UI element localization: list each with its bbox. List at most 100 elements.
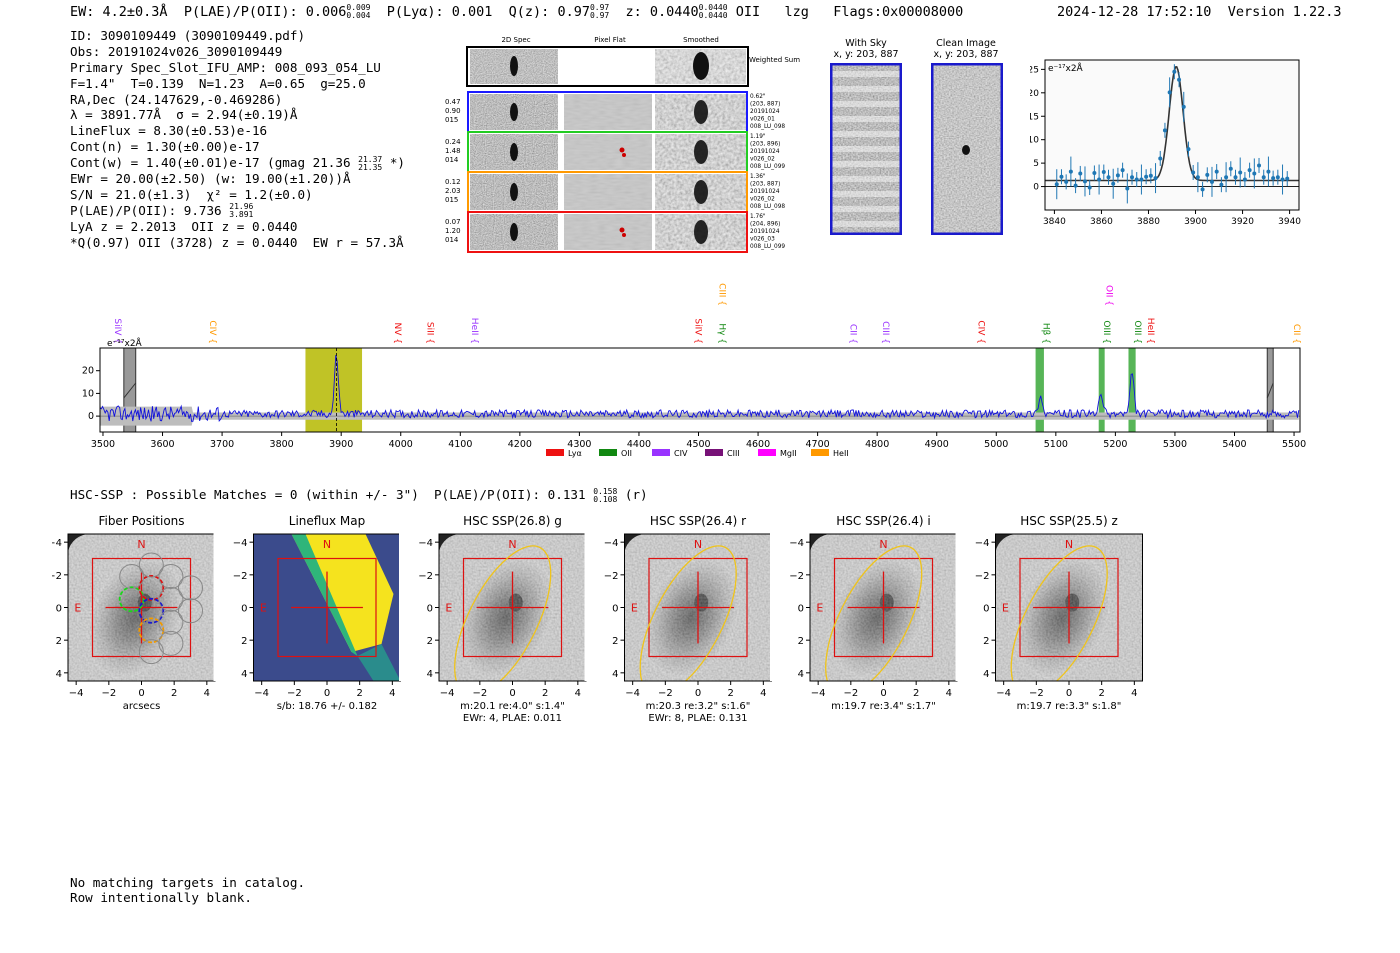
cutout-left-label: 0.12 (445, 178, 461, 186)
fit-data-point (1059, 174, 1064, 179)
fiber-circle (118, 586, 145, 613)
aperture-box (1019, 557, 1119, 658)
spectrum-x-tick: 4500 (686, 439, 710, 450)
hsc-panel-title: HSC SSP(26.4) i (836, 514, 931, 528)
fit-x-tick: 3880 (1137, 217, 1160, 227)
cutout-right-label: (203, 896) (750, 142, 780, 148)
fit-x-tick: 3900 (1184, 217, 1207, 227)
hsc-x-tick: −4 (625, 688, 640, 699)
cutout-source-spot (510, 223, 518, 241)
info-id: ID: 3090109449 (3090109449.pdf) (70, 28, 306, 43)
hsc-y-tick: 0 (241, 604, 247, 615)
hsc-header: HSC-SSP : Possible Matches = 0 (within +… (70, 486, 648, 504)
weighted-sum-label: Weighted Sum (749, 56, 800, 64)
hsc-x-tick: 4 (1131, 688, 1137, 699)
z-value: z: 0.0440 (625, 4, 699, 20)
spectral-line-label: OII { (1103, 285, 1113, 306)
info-ewr: EWr = 20.00(±2.50) (w: 19.00(±1.20))Å (70, 171, 351, 187)
hsc-x-tick: −4 (811, 688, 826, 699)
spectral-line-label: CIV { (975, 320, 985, 344)
spectral-line-label: CII { (1291, 324, 1301, 344)
spectrum-y-tick: 10 (82, 388, 94, 399)
fit-data-point (1209, 179, 1214, 184)
cutout-right-label: 20191024 (750, 229, 780, 235)
qz-value: Q(z): 0.97 (508, 4, 590, 20)
cutout-right-label: 008_LU_098 (750, 124, 785, 130)
footer: No matching targets in catalog. Row inten… (70, 875, 305, 905)
fit-y-tick: 25 (1030, 65, 1039, 75)
fit-data-point (1214, 169, 1219, 174)
spectrum-x-tick: 4200 (508, 439, 532, 450)
fit-data-point (1153, 176, 1158, 181)
hsc-panel-stats: EWr: 4, PLAE: 0.011 (463, 713, 562, 724)
lzg-flag: lzg (784, 4, 809, 20)
header-bar: EW: 4.2±0.3Å P(LAE)/P(OII): 0.006 0.009 0.… (70, 4, 963, 21)
hsc-x-tick: 2 (913, 688, 919, 699)
fit-data-point (1111, 181, 1116, 186)
hsc-y-tick: 4 (241, 669, 247, 680)
fit-data-point (1200, 187, 1205, 192)
hsc-y-tick: −4 (52, 538, 62, 549)
fit-data-point (1271, 176, 1276, 181)
hsc-y-tick: 0 (56, 604, 62, 615)
east-marker: E (74, 602, 81, 615)
fit-data-point (1252, 171, 1257, 176)
legend-swatch (758, 449, 776, 456)
north-marker: N (879, 538, 887, 551)
fit-data-point (1181, 104, 1186, 109)
spectrum-x-tick: 4700 (806, 439, 830, 450)
spectral-line-label: Hγ { (716, 323, 726, 344)
hsc-y-tick: 0 (427, 604, 433, 615)
fiber-circle (178, 575, 203, 601)
spectral-line-label: Hβ { (1040, 323, 1050, 344)
hsc-panel: HSC SSP(26.4) r N E −4 4 −2 2 0 0 2 −2 4 −4 m:20.3 re… (584, 510, 810, 724)
hsc-panel-stats: EWr: 8, PLAE: 0.131 (648, 713, 747, 724)
fit-y-tick: 5 (1033, 159, 1039, 169)
info-obs: Obs: 20191024v026_3090109449 (70, 43, 283, 59)
clean-image-title: Clean Image x, y: 203, 887 (933, 38, 999, 60)
fit-data-point (1242, 177, 1247, 182)
hsc-y-tick: −4 (418, 538, 433, 549)
fit-x-tick: 3840 (1043, 217, 1066, 227)
hsc-x-tick: 0 (1066, 688, 1072, 699)
cutout-right-label: v026_01 (750, 117, 775, 123)
fit-data-point (1134, 177, 1139, 182)
legend-label: CIII (727, 449, 740, 458)
hsc-x-tick: 0 (880, 688, 886, 699)
hsc-panel-xlabel: m:20.3 re:3.2" s:1.6" (646, 701, 751, 712)
hsc-panel-title: HSC SSP(25.5) z (1020, 514, 1118, 528)
col-label-smoothed: Smoothed (683, 36, 719, 44)
cutout-right-label: 0.62" (750, 94, 766, 100)
hsc-y-tick: 2 (612, 636, 618, 647)
hsc-x-tick: 4 (204, 688, 210, 699)
fit-data-point (1054, 182, 1059, 187)
hsc-x-tick: 0 (324, 688, 330, 699)
legend-swatch (546, 449, 564, 456)
fit-x-tick: 3860 (1090, 217, 1113, 227)
hsc-x-tick: 0 (138, 688, 144, 699)
col-label-pixelflat: Pixel Flat (594, 36, 626, 44)
weighted-sum-row (466, 46, 749, 87)
fit-data-point (1247, 168, 1252, 173)
hsc-x-tick: −4 (440, 688, 455, 699)
cutout-right-label: (204, 896) (750, 222, 780, 228)
spectrum-x-tick: 5100 (1044, 439, 1068, 450)
fit-y-tick: 15 (1030, 112, 1039, 122)
cutout-left-label: 015 (445, 116, 458, 124)
spectrum-x-tick: 4400 (627, 439, 651, 450)
hsc-x-tick: −2 (287, 688, 302, 699)
spectrum-highlight-band (1035, 348, 1044, 432)
info-fwhm: F=1.4" T=0.139 N=1.23 A=0.65 g=25.0 (70, 75, 366, 91)
legend-swatch (811, 449, 829, 456)
hsc-x-tick: 4 (760, 688, 766, 699)
line-fit-plot: e⁻¹⁷x2Å 3840 3860 3880 3900 3920 3940 0 5 10 15 20… (1030, 59, 1301, 227)
fit-x-tick: 3940 (1278, 217, 1301, 227)
info-lineflux: LineFlux = 8.30(±0.53)e-16 (70, 123, 268, 139)
hsc-x-tick: 0 (695, 688, 701, 699)
cutout-left-label: 1.48 (445, 147, 461, 155)
full-spectrum-plot: SiIV {CIV {NV {SiII {HeII {SiIV {CIII {H… (82, 283, 1306, 458)
fit-data-point (1172, 69, 1177, 74)
fiber-circle (158, 630, 184, 656)
